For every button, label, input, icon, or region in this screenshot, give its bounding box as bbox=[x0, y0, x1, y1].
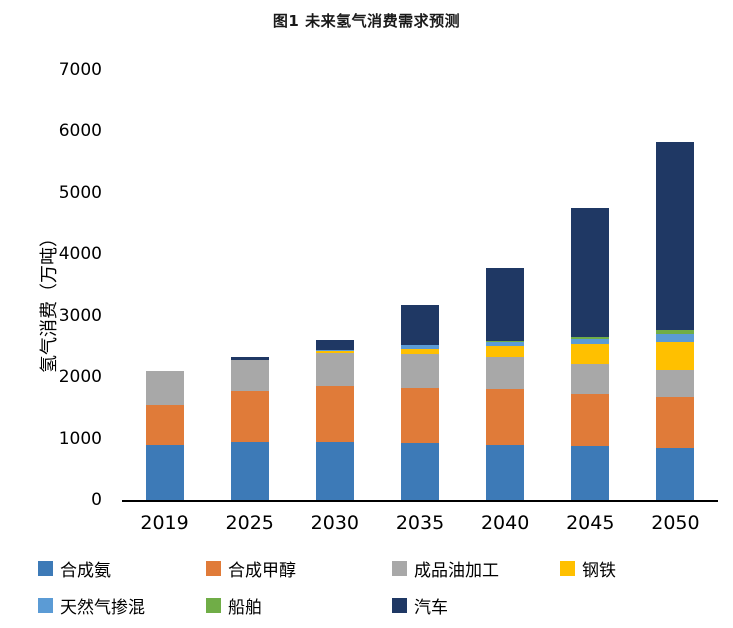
bar-segment bbox=[230, 391, 269, 442]
stacked-bar-2045 bbox=[571, 207, 610, 500]
legend-item: 钢铁 bbox=[560, 556, 680, 581]
bar-segment bbox=[315, 386, 354, 442]
bar-segment bbox=[571, 339, 610, 344]
y-tick-label: 6000 bbox=[58, 121, 102, 142]
bar-segment bbox=[400, 348, 439, 354]
stacked-bar-2030 bbox=[315, 340, 354, 500]
x-tick-label: 2045 bbox=[566, 512, 615, 534]
legend-item: 合成氨 bbox=[38, 556, 206, 581]
legend-swatch bbox=[38, 561, 53, 576]
bar-segment bbox=[571, 207, 610, 338]
stacked-bar-2040 bbox=[486, 268, 525, 500]
y-tick-label: 4000 bbox=[58, 244, 102, 265]
bar-segment bbox=[656, 141, 695, 330]
stacked-bar-2019 bbox=[145, 371, 184, 500]
bar-segment bbox=[486, 444, 525, 500]
bar-segment bbox=[230, 359, 269, 392]
bar-segment bbox=[486, 342, 525, 346]
legend-item: 汽车 bbox=[392, 593, 560, 618]
bar-segment bbox=[656, 342, 695, 370]
legend-label: 成品油加工 bbox=[414, 561, 499, 581]
legend-item: 合成甲醇 bbox=[206, 556, 392, 581]
y-tick-label: 0 bbox=[91, 490, 102, 510]
legend-swatch bbox=[206, 598, 221, 613]
x-tick-label: 2050 bbox=[651, 512, 700, 534]
y-tick-label: 2000 bbox=[58, 367, 102, 388]
x-tick-label: 2040 bbox=[480, 512, 530, 534]
bar-segment bbox=[656, 397, 695, 448]
bar-segment bbox=[315, 349, 354, 351]
bar-segment bbox=[315, 441, 354, 500]
y-tick-label: 1000 bbox=[58, 428, 102, 449]
legend-label: 合成甲醇 bbox=[228, 561, 296, 581]
bar-segment bbox=[145, 404, 184, 445]
bar-segment bbox=[486, 345, 525, 357]
legend-label: 合成氨 bbox=[60, 561, 111, 581]
legend-swatch bbox=[206, 561, 221, 576]
bar-segment bbox=[486, 340, 525, 343]
bar-segment bbox=[400, 442, 439, 500]
bar-segment bbox=[656, 329, 695, 335]
x-tick-label: 2030 bbox=[310, 512, 360, 534]
legend-swatch bbox=[38, 598, 53, 613]
stacked-bar-2025 bbox=[230, 356, 269, 500]
legend-swatch bbox=[392, 561, 407, 576]
bar-slot-2019 bbox=[122, 70, 207, 500]
bar-segment bbox=[400, 353, 439, 388]
x-tick-label: 2019 bbox=[140, 512, 189, 534]
chart-title: 图1 未来氢气消费需求预测 bbox=[272, 12, 461, 30]
y-tick-label: 7000 bbox=[58, 60, 102, 80]
bar-slot-2035 bbox=[377, 70, 462, 500]
bar-segment bbox=[315, 352, 354, 387]
y-tick-label: 3000 bbox=[58, 305, 102, 326]
bar-slot-2025 bbox=[207, 70, 292, 500]
bar-segment bbox=[656, 447, 695, 500]
legend-item: 船舶 bbox=[206, 593, 392, 618]
stacked-bar-2050 bbox=[656, 141, 695, 500]
bar-segment bbox=[145, 444, 184, 500]
bar-segment bbox=[400, 305, 439, 346]
x-tick-label: 2035 bbox=[395, 512, 445, 534]
bar-segment bbox=[571, 394, 610, 446]
stacked-bar-2035 bbox=[400, 305, 439, 500]
legend-swatch bbox=[392, 598, 407, 613]
legend-item: 天然气掺混 bbox=[38, 593, 206, 618]
bar-segment bbox=[486, 356, 525, 390]
bar-segment bbox=[145, 371, 184, 405]
legend-label: 天然气掺混 bbox=[60, 598, 145, 618]
bar-slot-2050 bbox=[633, 70, 718, 500]
bar-slot-2040 bbox=[463, 70, 548, 500]
legend-label: 船舶 bbox=[228, 598, 262, 618]
bar-segment bbox=[315, 350, 354, 353]
bar-segment bbox=[571, 363, 610, 395]
bar-segment bbox=[230, 356, 269, 360]
bar-segment bbox=[571, 337, 610, 340]
bar-segment bbox=[571, 344, 610, 364]
bar-slot-2045 bbox=[548, 70, 633, 500]
bar-segment bbox=[230, 441, 269, 500]
legend-label: 汽车 bbox=[414, 598, 448, 618]
y-tick-label: 5000 bbox=[58, 182, 102, 203]
bar-segment bbox=[400, 387, 439, 443]
x-tick-label: 2025 bbox=[225, 512, 274, 534]
bar-slot-2030 bbox=[292, 70, 377, 500]
legend-item: 成品油加工 bbox=[392, 556, 560, 581]
plot-area bbox=[122, 70, 718, 502]
legend: 合成氨 合成甲醇 成品油加工 钢铁天然气掺混 船舶 汽车 bbox=[38, 556, 718, 618]
bar-segment bbox=[486, 268, 525, 341]
bar-segment bbox=[656, 334, 695, 343]
legend-swatch bbox=[560, 561, 575, 576]
bar-segment bbox=[656, 369, 695, 398]
bar-segment bbox=[315, 340, 354, 350]
bar-segment bbox=[571, 445, 610, 500]
bar-segment bbox=[400, 345, 439, 349]
bar-segment bbox=[486, 389, 525, 445]
legend-label: 钢铁 bbox=[582, 561, 616, 581]
